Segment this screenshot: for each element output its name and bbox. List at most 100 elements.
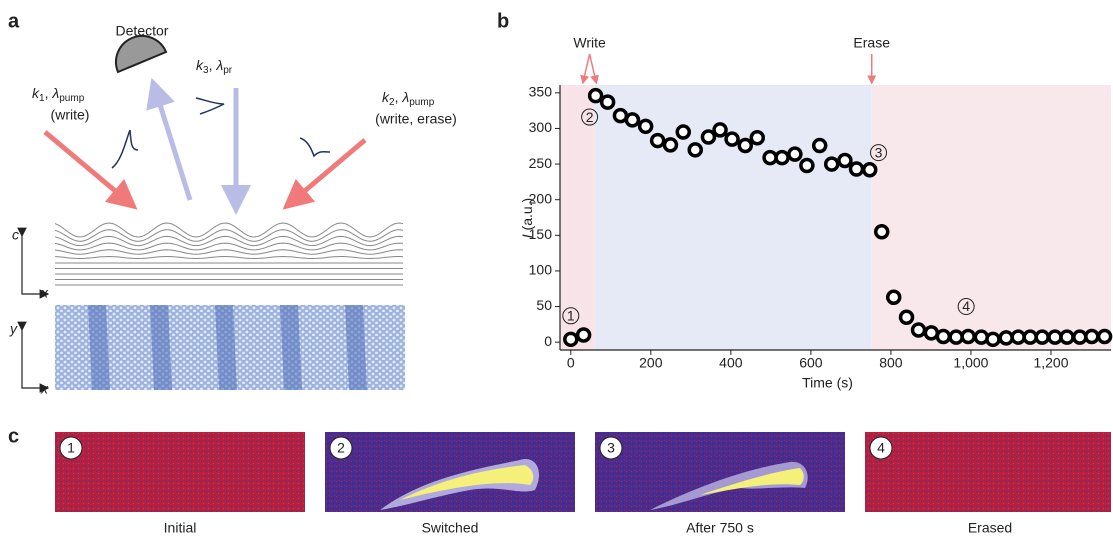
y-tick-label: 150 (529, 226, 553, 242)
layer-line (54, 255, 404, 260)
panel-label: b (497, 10, 509, 32)
layer-line (54, 249, 404, 255)
marker-label: 2 (586, 109, 594, 125)
data-point (575, 327, 592, 343)
y-tick-label: 300 (529, 119, 553, 135)
x-tick-label: 1,200 (1033, 355, 1068, 371)
axis-letter: y (9, 321, 18, 337)
marker-label: 4 (962, 298, 970, 314)
axis-letter: x (40, 381, 49, 397)
data-point (823, 156, 840, 172)
detector-label: Detector (116, 23, 169, 39)
layer-line (54, 229, 404, 242)
lambda: λ (401, 89, 409, 105)
layer-line (54, 235, 404, 247)
marker-label: 1 (567, 308, 575, 324)
image-caption: Initial (164, 520, 197, 536)
number-badge (869, 436, 893, 460)
chart: 0 50 100 150 200 250 300 350 0 200 400 600 800 1,000 1… (519, 35, 1113, 391)
detector-icon (115, 35, 168, 74)
data-point (948, 329, 964, 345)
switched-core (400, 465, 534, 500)
y-tick-label: 250 (529, 155, 553, 171)
x-tick-label: 600 (799, 355, 823, 371)
axis-letter: x (40, 285, 49, 301)
y-unit: (a.u.) (519, 198, 535, 235)
data-point (1072, 329, 1088, 345)
lambda-sub: pump (59, 93, 84, 104)
erase-beam (282, 138, 367, 210)
y-tick-label: 200 (529, 190, 553, 206)
lattice-layers (54, 222, 404, 286)
data-point (637, 118, 654, 135)
x-tick-label: 200 (639, 355, 663, 371)
y-axis-label: I (a.u.) (519, 198, 535, 238)
data-point (612, 107, 629, 124)
marker-label: 3 (875, 144, 883, 160)
data-point (935, 328, 952, 345)
data-point (662, 137, 679, 153)
data-point (787, 146, 803, 162)
data-point (712, 122, 728, 138)
data-point (985, 331, 1001, 348)
x-tick-label: 0 (567, 355, 575, 371)
beam-label: k3, λpr (196, 57, 233, 76)
image-number: 2 (337, 440, 345, 456)
x-tick-label: 1,000 (953, 355, 988, 371)
lambda: λ (215, 57, 223, 73)
data-point (587, 87, 604, 104)
pulse (111, 129, 139, 169)
image (865, 432, 1111, 512)
data-point (837, 152, 853, 169)
marker-circle (870, 144, 888, 162)
k: k (382, 89, 390, 105)
y-symbol: I (519, 234, 535, 238)
y-tick-label: 0 (544, 333, 552, 349)
data-point (737, 137, 754, 154)
data-point (1096, 328, 1113, 345)
switched-core (700, 468, 804, 495)
image-caption: Switched (422, 520, 479, 536)
data-point (675, 124, 691, 140)
data-point (762, 149, 778, 166)
marker-circle (957, 298, 975, 316)
image (595, 432, 845, 512)
arrow (580, 53, 591, 85)
data-point (1034, 329, 1050, 345)
stripes (88, 305, 367, 390)
reflected-beam (146, 77, 193, 201)
layer-line (54, 222, 404, 238)
image-caption: Erased (968, 520, 1012, 536)
data-point (885, 289, 902, 306)
number-badge (329, 436, 353, 460)
sep: , (45, 85, 53, 101)
image-number: 3 (607, 440, 615, 456)
data-point (910, 322, 927, 338)
number-badge (599, 436, 623, 460)
data-point (700, 129, 717, 145)
data-point (649, 132, 666, 149)
data-point (599, 94, 616, 110)
arrow-label: Erase (853, 35, 890, 51)
marker-circle (581, 108, 599, 126)
panel-label: a (8, 10, 20, 32)
diagram: Detector k1, λpump (write) k3, λpr k2, λ… (9, 23, 457, 397)
number-badge (59, 436, 83, 460)
k-sub: 1 (39, 93, 45, 104)
sep: , (395, 89, 403, 105)
x-tick-label: 400 (719, 355, 743, 371)
panel-label: c (8, 425, 19, 447)
lambda-sub: pump (409, 97, 434, 108)
region (560, 85, 595, 350)
arrow (588, 53, 599, 85)
lambda: λ (51, 85, 59, 101)
y-tick-label: 50 (536, 297, 552, 313)
axes-icon (17, 321, 50, 393)
beam-label: k1, λpump (32, 85, 85, 104)
x-tick-label: 800 (879, 355, 903, 371)
image-caption: After 750 s (686, 520, 754, 536)
data-point (624, 112, 641, 128)
data-point (1084, 328, 1100, 345)
data-point (563, 331, 579, 348)
